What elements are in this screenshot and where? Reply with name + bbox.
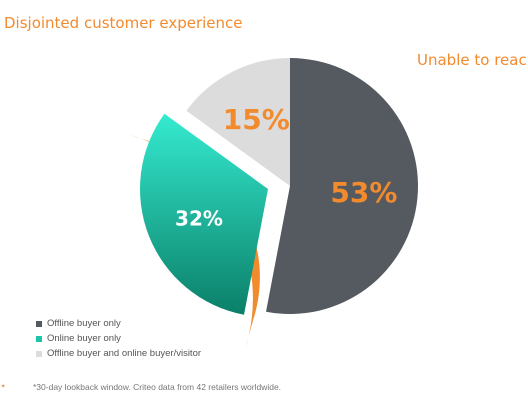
- legend-swatch-offline: [36, 320, 42, 327]
- slice-online-buyer-only: [139, 113, 268, 315]
- legend-item-both: Offline buyer and online buyer/visitor: [36, 346, 201, 361]
- legend-label-offline: Offline buyer only: [47, 318, 121, 329]
- legend-item-online: Online buyer only: [36, 331, 201, 346]
- label-32-percent: 32%: [175, 206, 223, 230]
- slice-offline-buyer-only: [266, 58, 419, 314]
- footnote: *30-day lookback window. Criteo data fro…: [33, 382, 282, 392]
- legend-label-online: Online buyer only: [47, 333, 121, 344]
- legend-swatch-online: [36, 335, 42, 342]
- legend-item-offline: Offline buyer only: [36, 316, 201, 331]
- label-53-percent: 53%: [330, 176, 397, 209]
- annotation-disjointed: Disjointed customer experience: [4, 14, 243, 32]
- legend-label-both: Offline buyer and online buyer/visitor: [47, 348, 202, 359]
- footnote-mark: ⋆: [0, 381, 7, 392]
- legend-swatch-both: [36, 350, 42, 357]
- legend: Offline buyer only Online buyer only Off…: [36, 316, 201, 361]
- slice-offline-and-online: [186, 58, 290, 186]
- label-15-percent: 15%: [223, 103, 290, 136]
- annotation-unable-to-reach: Unable to reach: [417, 51, 528, 69]
